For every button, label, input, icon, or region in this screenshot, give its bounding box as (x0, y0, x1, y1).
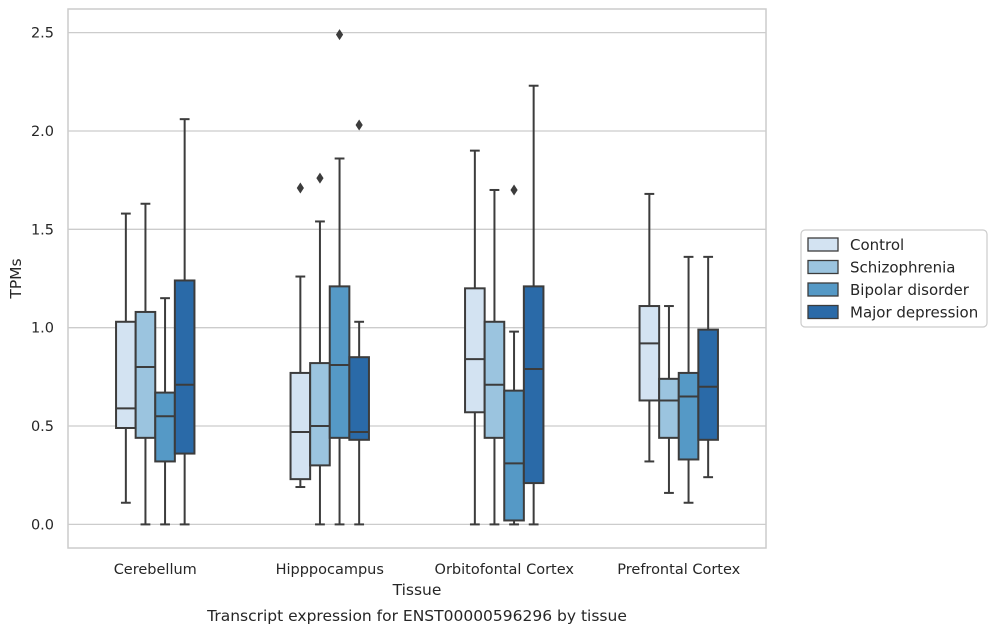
box-3-1 (658, 305, 680, 494)
y-tick-label: 0.5 (31, 419, 54, 435)
outlier-point (335, 29, 344, 41)
box-iqr (697, 328, 719, 441)
plot-area-frame (67, 8, 767, 549)
outlier-point (296, 182, 304, 194)
box-3-2 (677, 255, 700, 504)
box-iqr (503, 389, 525, 522)
box-iqr (289, 371, 312, 481)
box-iqr (522, 285, 545, 485)
legend-frame (800, 229, 988, 328)
box-1-0 (289, 182, 312, 489)
y-tick-label: 0.0 (31, 517, 54, 533)
box-1-1 (309, 172, 331, 526)
box-1-3 (348, 119, 370, 526)
x-tick-label: Hipppocampus (276, 562, 384, 578)
box-iqr (483, 320, 506, 439)
box-iqr (658, 377, 680, 439)
box-iqr (154, 391, 176, 463)
box-3-0 (638, 192, 661, 463)
box-iqr (677, 371, 700, 461)
box-iqr (309, 362, 331, 467)
box-iqr (134, 310, 157, 439)
legend-swatch (807, 237, 839, 252)
box-2-1 (483, 188, 506, 526)
chart-caption: Transcript expression for ENST0000059629… (206, 607, 627, 625)
outlier-point (355, 119, 363, 131)
x-axis-label: Tissue (392, 581, 442, 599)
box-series (115, 29, 719, 526)
box-2-3 (522, 84, 545, 526)
box-iqr (115, 320, 137, 430)
x-axis-ticks: Cerebellum Hipppocampus Orbitofontal Corte… (114, 562, 741, 578)
box-0-1 (134, 202, 157, 526)
y-tick-label: 2.5 (31, 26, 54, 42)
box-iqr (328, 285, 351, 439)
legend: Control Schizophrenia Bipolar disorder Majo… (800, 229, 988, 328)
y-axis-label: TPMs (7, 258, 25, 299)
box-iqr (638, 305, 661, 402)
legend-label: Schizophrenia (850, 259, 955, 277)
legend-swatch (807, 259, 839, 275)
x-tick-label: Orbitofontal Cortex (435, 562, 575, 578)
legend-label: Control (850, 236, 904, 254)
outlier-point (316, 172, 324, 184)
legend-swatch (807, 282, 839, 297)
x-tick-label: Cerebellum (114, 562, 197, 578)
y-tick-label: 2.0 (31, 124, 54, 140)
box-3-3 (697, 255, 719, 479)
box-0-0 (115, 212, 137, 504)
box-2-2 (503, 184, 525, 526)
outlier-point (510, 184, 518, 196)
legend-swatch (807, 304, 839, 320)
legend-label: Bipolar disorder (850, 281, 970, 299)
box-iqr (464, 287, 486, 414)
box-iqr (348, 356, 370, 441)
box-2-0 (464, 149, 486, 526)
y-axis-ticks: 0.0 0.5 1.0 1.5 2.0 2.5 (31, 26, 54, 534)
legend-label: Major depression (850, 304, 978, 322)
box-1-2 (328, 29, 351, 526)
box-iqr (173, 279, 196, 455)
y-tick-label: 1.5 (31, 222, 54, 238)
x-tick-label: Prefrontal Cortex (617, 562, 740, 578)
box-0-3 (173, 118, 196, 526)
y-tick-label: 1.0 (31, 321, 54, 337)
box-0-2 (154, 297, 176, 526)
